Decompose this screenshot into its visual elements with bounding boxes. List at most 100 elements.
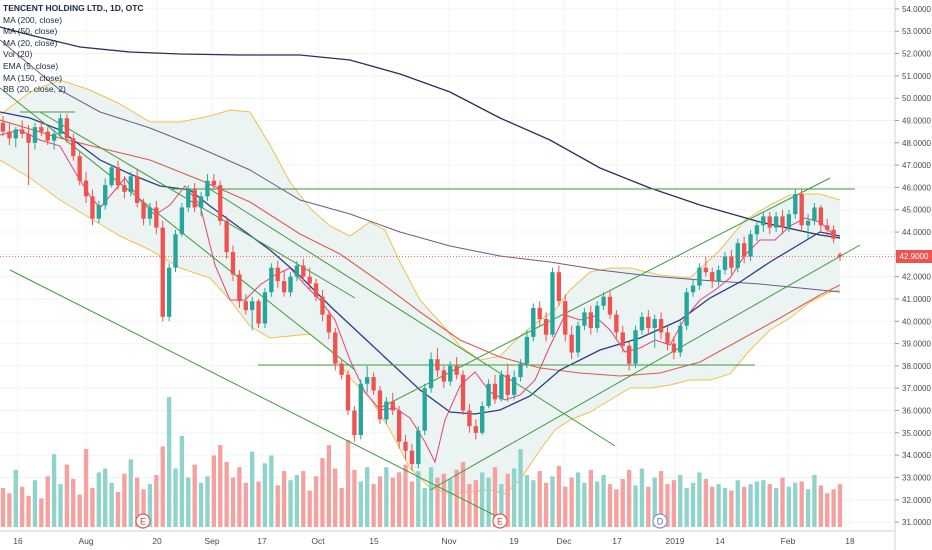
candle-body bbox=[518, 363, 523, 378]
volume-bar bbox=[473, 480, 478, 527]
volume-bar bbox=[71, 478, 76, 527]
candle-body bbox=[588, 312, 593, 328]
candle-body bbox=[198, 196, 204, 208]
volume-bar bbox=[198, 482, 204, 527]
legend-ma150[interactable]: MA (150, close) bbox=[3, 72, 63, 83]
candle-body bbox=[365, 377, 370, 384]
legend-ma200[interactable]: MA (200, close) bbox=[3, 14, 63, 25]
volume-bar bbox=[51, 454, 57, 527]
candle-body bbox=[218, 185, 223, 221]
candle-body bbox=[441, 370, 447, 382]
candle-body bbox=[90, 196, 95, 219]
candle-body bbox=[205, 180, 210, 197]
event-marker-circle bbox=[135, 513, 151, 529]
volume-bar bbox=[601, 475, 606, 527]
volume-bar bbox=[371, 484, 376, 527]
x-tick-label: 16 bbox=[13, 536, 23, 546]
volume-bar bbox=[288, 480, 293, 527]
volume-bar bbox=[454, 469, 459, 527]
candle-body bbox=[135, 176, 140, 204]
candle-body bbox=[499, 374, 504, 400]
volume-bar bbox=[716, 484, 721, 527]
candle-body bbox=[396, 410, 402, 442]
candlesticks[interactable] bbox=[0, 113, 843, 471]
y-tick-label: 52.0000 bbox=[902, 50, 931, 59]
x-tick-label: 19 bbox=[509, 536, 519, 546]
volume-bar bbox=[403, 464, 408, 527]
volume-bar bbox=[633, 485, 638, 527]
volume-bar bbox=[595, 481, 600, 527]
candle-body bbox=[480, 406, 485, 433]
candle-body bbox=[122, 185, 127, 192]
candle-body bbox=[812, 207, 817, 221]
candle-body bbox=[729, 256, 734, 268]
volume-bar bbox=[186, 477, 191, 527]
x-tick-label: Sep bbox=[204, 536, 219, 546]
candle-body bbox=[416, 430, 421, 465]
volume-bar bbox=[652, 477, 657, 527]
candle-body bbox=[77, 156, 82, 181]
trendline bbox=[429, 244, 861, 491]
legend-ema5[interactable]: EMA (5, close) bbox=[3, 60, 59, 71]
volume-bar bbox=[460, 462, 466, 527]
volume-bar bbox=[537, 471, 542, 527]
candle-body bbox=[186, 189, 191, 208]
candle-body bbox=[793, 194, 798, 215]
y-tick-label: 34.0000 bbox=[902, 451, 931, 460]
indicator-legend: TENCENT HOLDING LTD., 1D, OTC MA (200, c… bbox=[3, 3, 144, 96]
x-tick-label: Aug bbox=[78, 536, 93, 546]
volume-bar bbox=[135, 477, 140, 527]
volume-bar bbox=[799, 481, 804, 527]
volume-bar bbox=[154, 475, 159, 527]
candle-body bbox=[780, 216, 785, 228]
volume-bar bbox=[409, 481, 415, 527]
legend-ma50[interactable]: MA (50, close) bbox=[3, 26, 58, 37]
volume-bar bbox=[556, 465, 562, 527]
volume-bar bbox=[665, 484, 670, 527]
candle-body bbox=[678, 325, 683, 353]
candle-body bbox=[543, 319, 549, 335]
candle-body bbox=[722, 256, 728, 270]
volume-bar bbox=[754, 481, 760, 527]
candle-body bbox=[435, 359, 440, 371]
x-tick-label: 17 bbox=[257, 536, 267, 546]
y-tick-label: 41.0000 bbox=[902, 295, 931, 304]
y-tick-label: 37.0000 bbox=[902, 384, 931, 393]
volume-bar bbox=[77, 494, 82, 527]
volume-bar bbox=[390, 477, 395, 527]
candle-body bbox=[607, 296, 613, 315]
y-tick-label: 45.0000 bbox=[902, 206, 931, 215]
volume-bar bbox=[678, 475, 683, 527]
candle-body bbox=[422, 388, 427, 431]
y-tick-label: 32.0000 bbox=[902, 496, 931, 505]
candle-body bbox=[19, 129, 25, 134]
candle-body bbox=[45, 131, 50, 141]
volume-bar bbox=[620, 478, 625, 527]
legend-bb[interactable]: BB (20, close, 2) bbox=[3, 84, 66, 95]
volume-bar bbox=[141, 489, 146, 527]
volume-bar bbox=[39, 498, 44, 527]
volume-bar bbox=[767, 484, 772, 527]
candle-body bbox=[128, 176, 133, 192]
candle-body bbox=[486, 383, 491, 407]
volume-bar bbox=[741, 486, 747, 527]
x-tick-label: 18 bbox=[845, 536, 855, 546]
candle-body bbox=[639, 316, 645, 331]
x-tick-label: Oct bbox=[311, 536, 325, 546]
candle-body bbox=[582, 312, 587, 326]
candle-body bbox=[269, 267, 274, 293]
candle-body bbox=[173, 234, 178, 268]
volume-bar bbox=[607, 484, 613, 527]
volume-bar bbox=[301, 471, 306, 527]
legend-volume[interactable]: Vol (20) bbox=[3, 49, 33, 60]
candle-body bbox=[741, 243, 747, 257]
candle-body bbox=[837, 254, 843, 257]
symbol-title[interactable]: TENCENT HOLDING LTD., 1D, OTC bbox=[3, 3, 144, 13]
candle-body bbox=[575, 325, 581, 353]
candle-body bbox=[646, 316, 651, 328]
candle-body bbox=[556, 272, 562, 302]
legend-ma20[interactable]: MA (20, close) bbox=[3, 37, 58, 48]
volume-bar bbox=[269, 455, 274, 527]
